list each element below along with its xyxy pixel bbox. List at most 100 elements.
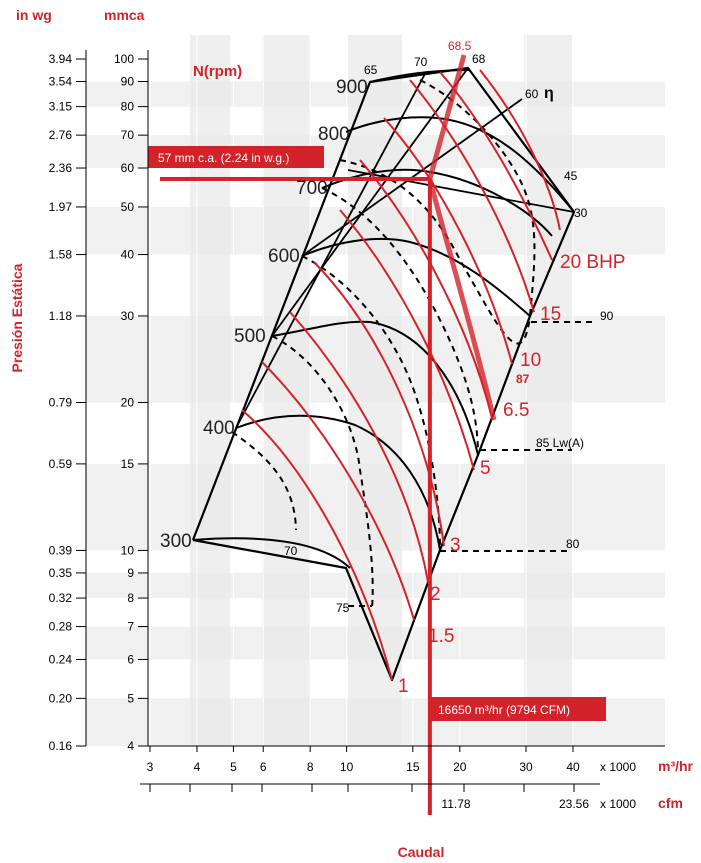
y-tick-label-mmca: 60 [121, 161, 135, 175]
power-label: 6.5 [503, 400, 529, 421]
y-tick-label-mmca: 80 [121, 100, 135, 114]
y-tick-label-mmca: 100 [114, 52, 134, 66]
x-tick-label-m3h: 6 [260, 760, 267, 774]
efficiency-curve [419, 79, 536, 317]
x-tick-label-m3h: 5 [230, 760, 237, 774]
operating-flow-marker [427, 178, 432, 815]
operating-point-markers: 57 mm c.a. (2.24 in w.g.) 16650 m³/hr (97… [148, 54, 606, 815]
power-label: 15 [540, 304, 561, 325]
power-label: 1.5 [428, 626, 454, 647]
x-units-cfm: cfm [658, 795, 683, 811]
operating-pressure-marker [160, 176, 430, 181]
x-tick-label-cfm: 11.78 [441, 797, 470, 811]
y-tick-label-inwg: 3.15 [49, 100, 73, 114]
y-tick-label-mmca: 8 [127, 591, 134, 605]
rpm-label: 800 [318, 124, 350, 145]
rpm-label: 300 [160, 531, 192, 552]
x-axis-title: Caudal [398, 844, 445, 860]
power-curve [409, 79, 535, 313]
flow-callout [430, 697, 606, 721]
y-tick-label-inwg: 0.32 [49, 591, 73, 605]
x-tick-label-m3h: 40 [566, 760, 580, 774]
efficiency-label: 65 [364, 63, 378, 77]
efficiency-curve [301, 255, 441, 551]
y-tick-label-inwg: 0.20 [49, 691, 73, 705]
power-curve [479, 69, 561, 231]
y-tick-label-inwg: 1.18 [49, 309, 73, 323]
x-tick-label-m3h: 4 [194, 760, 201, 774]
y-tick-label-mmca: 15 [121, 457, 135, 471]
power-label: 10 [520, 350, 541, 371]
y-units-inwg: in wg [16, 7, 52, 23]
efficiency-label: 68.5 [448, 39, 472, 53]
y-tick-label-mmca: 6 [127, 652, 134, 666]
y-tick-label-inwg: 2.76 [49, 128, 73, 142]
rpm-curve-400 [235, 414, 441, 551]
y-tick-label-mmca: 4 [127, 739, 134, 753]
efficiency-label: 30 [574, 206, 588, 220]
pressure-callout [148, 146, 324, 168]
y-tick-label-inwg: 0.79 [49, 396, 73, 410]
grid-band-vertical [190, 35, 230, 746]
y-tick-label-mmca: 20 [121, 396, 135, 410]
y-tick-label-mmca: 50 [121, 200, 135, 214]
y-tick-label-inwg: 0.28 [49, 620, 73, 634]
noise-label: 80 [566, 537, 580, 551]
y-tick-label-mmca: 40 [121, 248, 135, 262]
x-multiplier-cfm: x 1000 [600, 797, 636, 811]
y-tick-label-mmca: 70 [121, 128, 135, 142]
pressure-callout-text: 57 mm c.a. (2.24 in w.g.) [158, 151, 289, 165]
x-tick-label-m3h: 15 [406, 760, 420, 774]
y-tick-label-inwg: 3.94 [49, 52, 73, 66]
power-label: 1 [398, 676, 409, 697]
grid-band-vertical [262, 35, 310, 746]
grid-band-vertical [524, 35, 572, 746]
noise-label: 85 Lw(A) [536, 436, 584, 450]
efficiency-curve [231, 431, 297, 531]
curve-label: N(rpm) [193, 63, 242, 80]
power-curve [241, 409, 393, 681]
rpm-curve-600 [301, 237, 531, 317]
rpm-curve-500 [271, 320, 479, 456]
rpm-label: 400 [203, 418, 235, 439]
y-tick-label-inwg: 0.39 [49, 543, 73, 557]
efficiency-label: 60 [525, 87, 539, 101]
efficiency-curve [271, 335, 374, 609]
grid-bands [85, 35, 665, 746]
power-curve [289, 311, 429, 583]
x-tick-label-m3h: 30 [519, 760, 533, 774]
power-label: 5 [480, 458, 491, 479]
power-label: 3 [450, 535, 461, 556]
chart-labels: 300 400 500 600 700 800 900 N(rpm) 1 1.5 2 3 5 6.5 10 1… [160, 39, 625, 697]
power-curve [261, 361, 415, 621]
y-tick-label-mmca: 7 [127, 620, 134, 634]
efficiency-label: 75 [336, 601, 350, 615]
y-axis-title: Presión Estática [9, 263, 25, 372]
x-tick-label-m3h: 8 [307, 760, 314, 774]
power-curve [439, 71, 553, 261]
noise-label: 90 [600, 309, 614, 323]
power-curve [383, 117, 513, 365]
envelope-outline [191, 66, 576, 682]
efficiency-pointer [427, 54, 467, 180]
y-tick-label-inwg: 0.59 [49, 457, 73, 471]
y-tick-label-mmca: 10 [121, 543, 135, 557]
y-tick-label-inwg: 2.36 [49, 161, 73, 175]
power-curve [339, 209, 475, 471]
rpm-label: 900 [336, 77, 368, 98]
x-tick-label-cfm: 23.56 [559, 797, 589, 811]
rpm-label: 500 [234, 326, 266, 347]
axes: 40.1650.2060.2470.2880.3290.35100.39150.… [9, 7, 694, 860]
efficiency-label: 70 [284, 544, 298, 558]
efficiency-label: η [544, 85, 554, 102]
power-curve [359, 159, 493, 419]
y-tick-label-inwg: 0.35 [49, 566, 73, 580]
x-tick-label-m3h: 3 [147, 760, 154, 774]
y-units-mmca: mmca [104, 7, 145, 23]
rpm-label: 700 [296, 178, 328, 199]
y-tick-label-inwg: 0.16 [49, 739, 73, 753]
y-tick-label-mmca: 5 [127, 691, 134, 705]
x-units-m3h: m³/hr [658, 758, 694, 774]
power-label: 2 [430, 584, 441, 605]
efficiency-curve [321, 187, 479, 456]
